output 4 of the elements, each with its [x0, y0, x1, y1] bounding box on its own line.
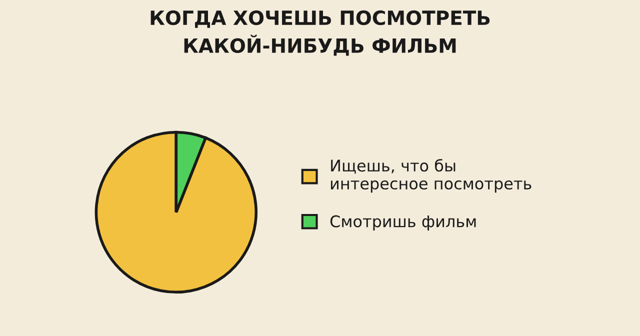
pie-slice [94, 130, 258, 294]
legend-label: Смотришь фильм [330, 215, 476, 230]
legend-label: Ищешь, что бы интересное посмотреть [330, 159, 532, 193]
chart-title: КОГДА ХОЧЕШЬ ПОСМОТРЕТЬ КАКОЙ-НИБУДЬ ФИЛЬМ [150, 10, 490, 56]
